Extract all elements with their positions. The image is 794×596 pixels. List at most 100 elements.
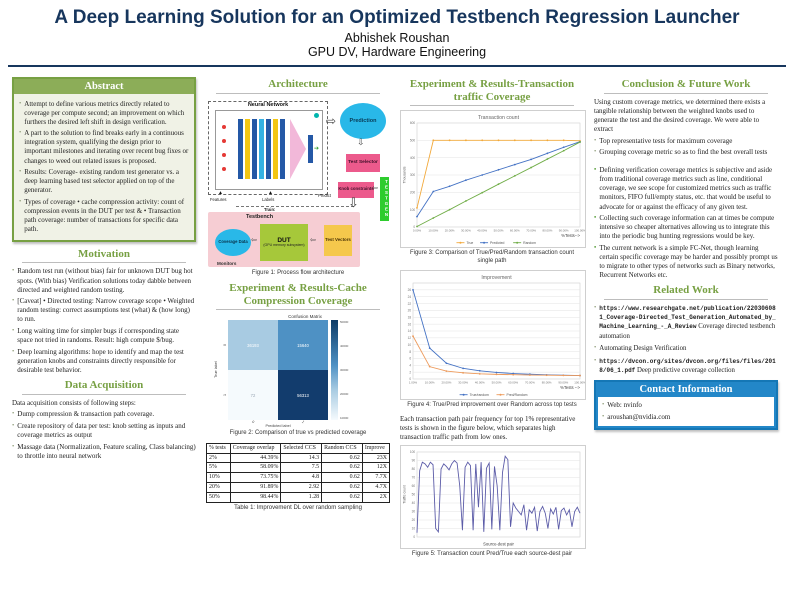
colorbar-tick: 30000 — [340, 368, 349, 373]
dut-label: DUT — [277, 236, 291, 244]
bullet-icon: • — [12, 347, 15, 355]
svg-text:2: 2 — [409, 371, 411, 375]
svg-text:0: 0 — [409, 377, 411, 381]
svg-text:400: 400 — [410, 156, 416, 160]
list-item: • Dump compression & transaction path cov… — [12, 410, 196, 419]
poster-header: A Deep Learning Solution for an Optimize… — [0, 0, 794, 59]
related-item: https://www.researchgate.net/publication… — [599, 304, 778, 342]
test-selector-node: Test Selector — [346, 153, 380, 172]
transaction-paragraph: Each transaction path pair frequency for… — [400, 414, 576, 441]
svg-text:22: 22 — [408, 302, 412, 306]
svg-text:80: 80 — [412, 467, 416, 471]
matrix-cell: 36193 — [228, 320, 278, 371]
motivation-item: Deep learning algorithms: hope to identi… — [17, 347, 184, 374]
column-1: Abstract • Attempt to define various metr… — [12, 74, 196, 463]
test-vectors-node: Test Vectors — [324, 224, 352, 256]
svg-text:Source-dest pair: Source-dest pair — [483, 542, 514, 547]
svg-text:70.00%: 70.00% — [525, 381, 535, 385]
y-axis-label: True label — [214, 362, 218, 379]
up-arrow-icon: ▲ — [268, 189, 273, 196]
conclusion-intro: Using custom coverage metrics, we determ… — [594, 97, 766, 133]
transaction-count-chart: 0 100 200 300 400 500 600 0.00% 10.00% 20.00% 30.0… — [400, 110, 586, 249]
reference-description: Automating Design Verification — [599, 345, 687, 353]
prediction-node: Prediction — [340, 102, 386, 139]
motivation-item: Random test run (without bias) fair for … — [17, 267, 193, 294]
down-arrow-icon: ⇩ — [348, 194, 359, 210]
svg-text:20: 20 — [408, 309, 412, 313]
svg-text:Pred/Random: Pred/Random — [507, 393, 528, 397]
column-header: Random CCS — [321, 442, 363, 454]
svg-text:Predicted: Predicted — [490, 241, 504, 245]
layer-bar — [280, 118, 285, 179]
matrix-grid: 36193 15640 72 56313 — [228, 320, 328, 421]
list-item: • A part to the solution to find breaks e… — [19, 129, 189, 165]
transaction-coverage-section: Experiment & Results-Transaction traffic… — [400, 78, 586, 559]
svg-text:True: True — [466, 241, 473, 245]
heading-rule — [410, 105, 574, 107]
svg-text:500: 500 — [410, 139, 416, 143]
motivation-item: [Caveat] • Directed testing: Narrow cove… — [17, 297, 195, 324]
reference-link[interactable]: https://dvcon.org/sites/dvcon.org/files/… — [599, 357, 776, 374]
figure4-caption: Figure 4: True/Pred improvement over Ran… — [407, 402, 577, 409]
svg-text:1.00%: 1.00% — [409, 381, 418, 385]
improvement-table: % tests Coverage overlap Selected CCS Ra… — [206, 442, 391, 503]
figure5-caption: Figure 5: Transaction count Pred/True ea… — [411, 551, 573, 558]
list-item: • Automating Design Verification — [594, 344, 778, 354]
bullet-icon: • — [594, 356, 597, 364]
poster-title: A Deep Learning Solution for an Optimize… — [54, 7, 740, 28]
svg-text:20.00%: 20.00% — [445, 229, 455, 233]
bullet-icon: • — [12, 267, 15, 275]
contact-item[interactable]: aroushan@nvidia.com — [607, 412, 671, 421]
neural-network-label: Neural Network — [247, 101, 289, 108]
heading-rule — [216, 309, 380, 311]
reference-link[interactable]: https://www.researchgate.net/publication… — [599, 304, 776, 331]
left-arrow-icon: ⇦ — [310, 236, 316, 244]
column-header: Coverage overlap — [229, 442, 282, 454]
abstract-item: A part to the solution to find breaks ea… — [24, 129, 189, 165]
confusion-matrix-figure: Confusion Matrix True label 0 1 36193 15… — [214, 314, 382, 428]
svg-text:30: 30 — [412, 510, 416, 514]
svg-text:90.00%: 90.00% — [558, 381, 568, 385]
figure1-caption: Figure 1: Process flow architecture — [251, 269, 345, 276]
transaction-coverage-heading: Experiment & Results-Transaction traffic… — [409, 78, 575, 103]
architecture-heading: Architecture — [268, 78, 328, 90]
svg-text:Transaction count: Transaction count — [478, 115, 520, 121]
list-item: • Web: nvinfo — [602, 401, 770, 410]
heading-rule — [604, 92, 768, 94]
output-layer-bar — [308, 134, 313, 163]
table-row: 10% 73.75% 4.8 0.62 7.7X — [206, 472, 391, 484]
svg-text:18: 18 — [408, 316, 412, 320]
table-row: 5% 58.09% 7.5 0.62 12X — [206, 462, 391, 474]
up-arrow-icon: ▲ — [218, 189, 223, 196]
input-node-icon — [222, 124, 226, 129]
square-bullet-icon: ▪ — [594, 166, 597, 174]
conclusion-heading: Conclusion & Future Work — [621, 78, 751, 90]
abstract-heading: Abstract — [14, 79, 194, 94]
logo-icon — [314, 112, 319, 118]
abstract-item: Types of coverage • cache compression ac… — [24, 197, 185, 234]
svg-text:20: 20 — [412, 518, 416, 522]
input-node-icon — [222, 152, 226, 157]
future-work-item: Collecting such coverage information can… — [599, 214, 775, 241]
svg-text:40.00%: 40.00% — [475, 381, 485, 385]
svg-text:30.00%: 30.00% — [461, 229, 471, 233]
svg-text:70: 70 — [412, 476, 416, 480]
bullet-icon: • — [19, 129, 22, 137]
svg-text:10.00%: 10.00% — [425, 381, 435, 385]
data-acquisition-heading: Data Acquisition — [64, 378, 144, 391]
bullet-icon: • — [12, 442, 15, 450]
conclusion-item: Grouping coverage metric so as to find t… — [599, 148, 768, 157]
list-item: • Types of coverage • cache compression a… — [19, 198, 189, 234]
svg-text:90.00%: 90.00% — [559, 229, 569, 233]
x-axis-label: Predicted label — [265, 424, 291, 429]
contact-section: Contact Information • Web: nvinfo • aroush… — [594, 379, 778, 431]
list-item: • aroushan@nvidia.com — [602, 413, 770, 422]
column-4: Conclusion & Future Work Using custom co… — [594, 74, 778, 432]
svg-text:12: 12 — [408, 336, 412, 340]
y-axis-ticks: 0 1 — [221, 320, 228, 420]
author-affiliation: GPU DV, Hardware Engineering — [307, 45, 487, 59]
y-tick: 1 — [222, 394, 227, 397]
bullet-icon: • — [594, 303, 597, 311]
neural-network-layers: ➔ — [215, 109, 323, 190]
abstract-item: Results: Coverage- existing random test … — [24, 168, 180, 195]
